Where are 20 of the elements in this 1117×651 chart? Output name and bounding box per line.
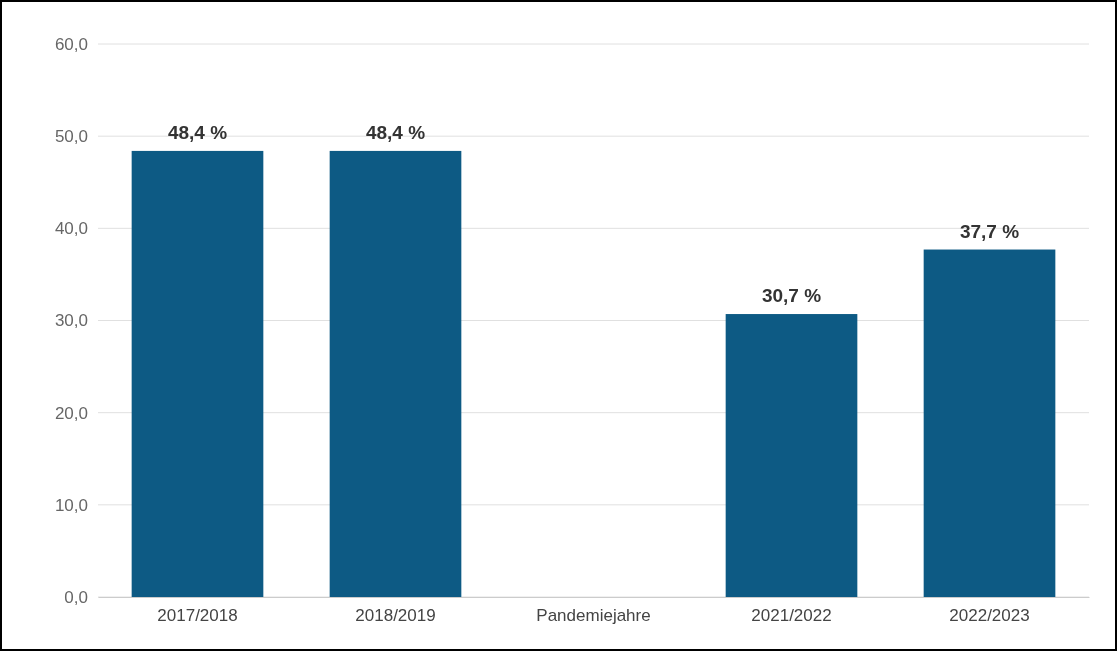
y-tick-label: 20,0: [54, 403, 88, 423]
y-tick-label: 10,0: [54, 495, 88, 515]
data-label: 37,7 %: [959, 220, 1020, 242]
x-tick-label: 2021/2022: [751, 606, 832, 626]
x-tick-label: 2022/2023: [949, 606, 1030, 626]
bar: [923, 249, 1056, 597]
bar: [725, 314, 858, 597]
data-label: 30,7 %: [761, 285, 822, 307]
x-tick-label: Pandemiejahre: [536, 606, 651, 626]
y-tick-label: 60,0: [54, 34, 88, 54]
x-tick-label: 2018/2019: [355, 606, 436, 626]
y-tick-label: 0,0: [64, 587, 88, 607]
data-label: 48,4 %: [365, 121, 426, 143]
y-tick-label: 30,0: [54, 311, 88, 331]
y-tick-label: 40,0: [54, 219, 88, 239]
bar: [131, 150, 264, 597]
y-tick-label: 50,0: [54, 127, 88, 147]
bar: [329, 150, 462, 597]
data-label: 48,4 %: [167, 121, 228, 143]
x-tick-label: 2017/2018: [157, 606, 238, 626]
